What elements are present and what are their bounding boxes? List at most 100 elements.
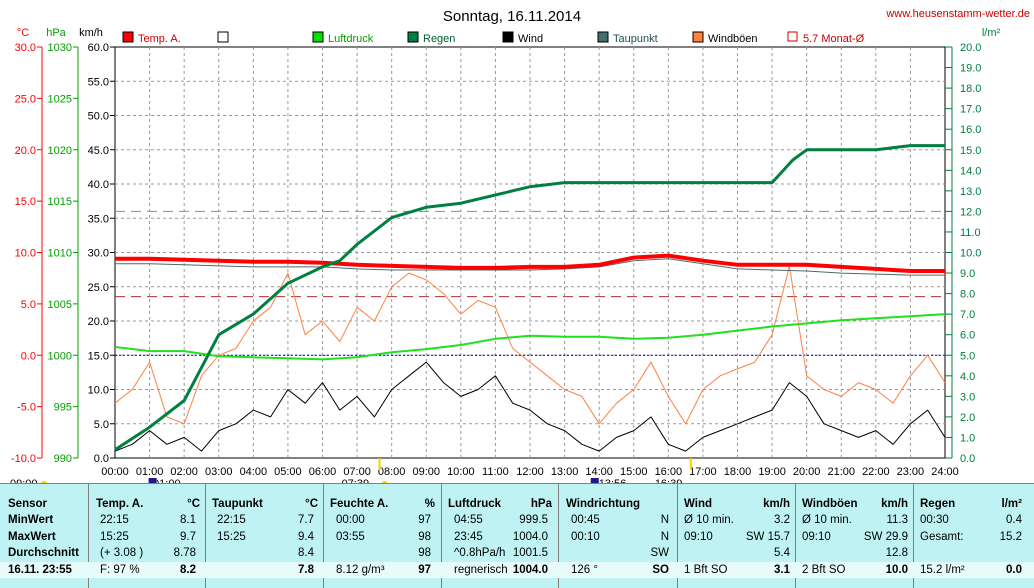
press-cell-value: 1004.0 xyxy=(512,530,548,543)
header-press-unit: hPa xyxy=(530,498,552,510)
chart-series xyxy=(114,144,946,452)
rain-cell-value: 0.0 xyxy=(1006,563,1022,576)
hum-cell-value: 97 xyxy=(418,514,431,526)
rain-unit-label: l/m² xyxy=(982,27,1001,39)
rain-axis-tick-label: 1.0 xyxy=(960,432,975,444)
x-tick-label: 06:00 xyxy=(309,466,337,478)
wind-cell-value: 3.2 xyxy=(774,514,790,526)
table-row: Durchschnitt (+ 3.08 ) 8.78 8.4 98 ^0.8hPa/h 1… xyxy=(0,545,1034,561)
pressure-axis-tick-label: 990 xyxy=(54,453,72,465)
rain-axis-tick-label: 0.0 xyxy=(960,453,975,465)
press-cell-info: ^0.8hPa/h xyxy=(454,547,506,559)
wind-cell-value: SW 15.7 xyxy=(745,530,790,543)
x-tick-label: 11:00 xyxy=(482,466,509,478)
wind-unit-label: km/h xyxy=(79,27,103,39)
hum-cell-info: 00:00 xyxy=(336,514,365,526)
x-tick-label: 15:00 xyxy=(620,466,648,478)
dew-cell-value: 8.4 xyxy=(298,547,314,559)
x-tick-label: 24:00 xyxy=(931,466,959,478)
row-label: MaxWert xyxy=(8,530,56,543)
chart-title: Sonntag, 16.11.2014 xyxy=(443,8,581,25)
dew-cell-value: 9.4 xyxy=(298,530,314,543)
statistics-table: Sensor Temp. A. °C Taupunkt °C Feuchte A… xyxy=(0,483,1034,588)
x-marker-label: 01:00 xyxy=(153,478,181,483)
rain-axis-tick-label: 3.0 xyxy=(960,391,975,403)
press-cell-info: regnerisch xyxy=(454,563,508,576)
legend-swatch xyxy=(407,31,419,43)
x-tick-label: 12:00 xyxy=(516,466,544,478)
gust-cell-value: SW 29.9 xyxy=(863,530,908,543)
rain-cell-value: 15.2 xyxy=(999,530,1022,543)
x-tick-label: 01:00 xyxy=(136,466,164,478)
wind-cell-info: Ø 10 min. xyxy=(684,514,734,526)
hum-cell-value: 98 xyxy=(418,530,431,543)
legend-label: Wind xyxy=(518,33,543,45)
temp-axis-tick-label: 10.0 xyxy=(15,248,36,260)
legend-label: Windböen xyxy=(708,33,758,45)
temp-axis-tick-label: 15.0 xyxy=(15,196,36,208)
series-temp-a xyxy=(115,253,945,273)
press-cell-info: 04:55 xyxy=(454,514,483,526)
rain-axis-tick-label: 7.0 xyxy=(960,309,975,321)
wind-cell-value: 5.4 xyxy=(774,547,790,559)
dir-cell-value: SW xyxy=(650,547,669,559)
temp-cell-value: 8.1 xyxy=(180,514,196,526)
moonset-marker-icon xyxy=(590,478,599,483)
temp-axis-tick-label: 5.0 xyxy=(21,299,36,311)
x-tick-label: 04:00 xyxy=(240,466,268,478)
series-regen xyxy=(114,144,945,452)
header-dew-unit: °C xyxy=(305,498,318,510)
wind-axis-tick-label: 5.0 xyxy=(94,419,109,431)
wind-axis-tick-label: 30.0 xyxy=(88,248,109,260)
hum-cell-value: 97 xyxy=(418,563,431,576)
wind-axis-tick-label: 15.0 xyxy=(88,350,109,362)
legend-swatch xyxy=(787,31,798,42)
dir-cell-value: N xyxy=(660,514,669,526)
table-header-row: Sensor Temp. A. °C Taupunkt °C Feuchte A… xyxy=(0,496,1034,512)
rain-axis-tick-label: 2.0 xyxy=(960,412,975,424)
pressure-axis-tick-label: 995 xyxy=(54,402,72,414)
pressure-axis-tick-label: 1000 xyxy=(48,350,72,362)
header-hum-unit: % xyxy=(424,498,435,510)
x-marker-label: 13:56 xyxy=(599,478,627,483)
legend-swatch xyxy=(312,31,324,43)
dir-cell-info: 00:45 xyxy=(571,514,600,526)
header-dir: Windrichtung xyxy=(566,498,640,510)
legend-label: 5.7 Monat-Ø xyxy=(803,33,865,45)
wind-axis-tick-label: 55.0 xyxy=(88,76,109,88)
legend-swatch xyxy=(692,31,704,43)
dir-cell-value: N xyxy=(660,530,669,543)
dir-cell-info: 126 ° xyxy=(571,563,598,576)
dew-cell-value: 7.7 xyxy=(298,514,314,526)
rain-axis-tick-label: 11.0 xyxy=(960,227,981,239)
temp-axis-tick-label: 0.0 xyxy=(21,350,36,362)
rain-axis-tick-label: 18.0 xyxy=(960,83,981,95)
press-cell-value: 1004.0 xyxy=(512,563,548,576)
press-cell-value: 999.5 xyxy=(519,514,548,526)
gust-cell-info: 09:10 xyxy=(802,530,831,543)
x-tick-label: 13:00 xyxy=(551,466,579,478)
rain-axis-tick-label: 10.0 xyxy=(960,248,981,260)
x-tick-label: 03:00 xyxy=(205,466,233,478)
rain-axis-tick-label: 13.0 xyxy=(960,186,981,198)
rain-axis-tick-label: 8.0 xyxy=(960,289,975,301)
pressure-unit-label: hPa xyxy=(46,27,66,39)
rain-cell-info: Gesamt: xyxy=(920,530,964,543)
temp-cell-info: F: 97 % xyxy=(100,563,140,576)
hum-cell-info: 8.12 g/m³ xyxy=(336,563,385,576)
x-tick-label: 18:00 xyxy=(724,466,752,478)
reference-lines xyxy=(115,210,945,356)
gust-cell-value: 10.0 xyxy=(885,563,908,576)
row-label: MinWert xyxy=(8,514,54,526)
gust-cell-info: Ø 10 min. xyxy=(802,514,852,526)
pressure-axis-tick-label: 1005 xyxy=(48,299,72,311)
website-link[interactable]: www.heusenstamm-wetter.de xyxy=(885,8,1030,20)
legend-label: Regen xyxy=(423,33,455,45)
sun-marker-icon xyxy=(41,481,47,483)
wind-axis-tick-label: 50.0 xyxy=(88,111,109,123)
temp-cell-info: 15:25 xyxy=(100,530,129,543)
wind-cell-info: 1 Bft SO xyxy=(684,563,728,576)
wind-axis-tick-label: 10.0 xyxy=(88,385,109,397)
temp-axis-tick-label: -10.0 xyxy=(11,453,36,465)
x-tick-label: 02:00 xyxy=(170,466,198,478)
